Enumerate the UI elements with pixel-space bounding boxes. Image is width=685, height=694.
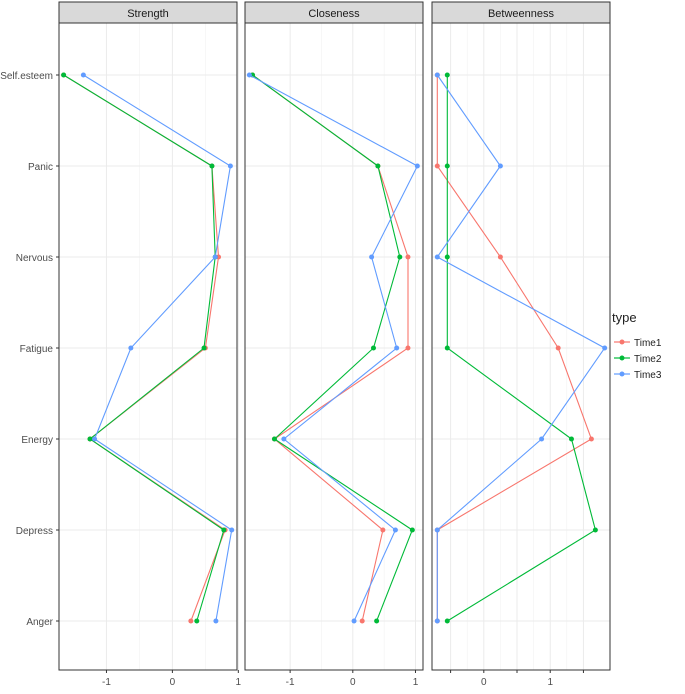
data-point-time3	[434, 618, 440, 624]
data-point-time2	[568, 436, 574, 442]
x-tick-label: -1	[286, 677, 295, 688]
panel-border	[431, 22, 611, 671]
legend-key-point	[619, 355, 625, 361]
panel-closeness: Closeness -1 0 1	[244, 1, 424, 688]
data-point-time3	[229, 527, 235, 533]
y-tick-label: Nervous	[16, 253, 53, 264]
x-tick-label: 0	[481, 677, 487, 688]
data-point-time2	[444, 72, 450, 78]
data-point-time2	[397, 254, 403, 260]
data-point-time3	[369, 254, 375, 260]
data-point-time3	[539, 436, 545, 442]
data-point-time1	[588, 436, 594, 442]
data-point-time3	[213, 618, 219, 624]
data-point-time3	[80, 72, 86, 78]
legend-key-point	[619, 371, 625, 377]
legend-label-time1: Time1	[634, 338, 662, 349]
x-tick-label: 0	[350, 677, 356, 688]
data-point-time1	[405, 345, 411, 351]
data-point-time2	[409, 527, 415, 533]
data-point-time1	[405, 254, 411, 260]
panel-border	[244, 22, 424, 671]
x-tick-label: 1	[236, 677, 242, 688]
plot-area	[245, 23, 423, 670]
y-tick-label: Panic	[28, 162, 53, 173]
data-point-time2	[271, 436, 277, 442]
facet-label: Betweenness	[488, 8, 555, 20]
facet-label: Strength	[127, 8, 169, 20]
panel-strength: Strength -1 0 1	[58, 1, 242, 688]
data-point-time2	[221, 527, 227, 533]
plot-area	[432, 23, 610, 670]
data-point-time3	[227, 163, 233, 169]
data-point-time2	[592, 527, 598, 533]
data-point-time3	[434, 254, 440, 260]
data-point-time1	[434, 163, 440, 169]
data-point-time3	[434, 72, 440, 78]
data-point-time2	[444, 618, 450, 624]
data-point-time3	[414, 163, 420, 169]
data-point-time3	[497, 163, 503, 169]
panel-border	[58, 22, 238, 671]
data-point-time3	[92, 436, 98, 442]
data-point-time2	[201, 345, 207, 351]
data-point-time3	[602, 345, 608, 351]
data-point-time3	[128, 345, 134, 351]
panels-layer: Strength -1 0 1 Closeness -1 0 1 Betweenness 0 1	[58, 1, 611, 688]
data-point-time2	[87, 436, 93, 442]
y-axis: Self.esteem Panic Nervous Fatigue Energy Depr…	[0, 71, 59, 628]
data-point-time3	[281, 436, 287, 442]
data-point-time2	[375, 163, 381, 169]
data-point-time3	[246, 72, 252, 78]
legend: type Time1 Time2 Time3	[612, 310, 662, 381]
data-point-time2	[374, 618, 380, 624]
data-point-time2	[370, 345, 376, 351]
y-tick-label: Depress	[16, 526, 53, 537]
data-point-time3	[394, 345, 400, 351]
x-tick-label: 1	[413, 677, 419, 688]
plot-area	[59, 23, 237, 670]
y-tick-label: Anger	[26, 617, 53, 628]
legend-label-time2: Time2	[634, 354, 662, 365]
data-point-time3	[351, 618, 357, 624]
panel-betweenness: Betweenness 0 1	[431, 1, 611, 688]
data-point-time2	[61, 72, 67, 78]
data-point-time1	[188, 618, 194, 624]
data-point-time2	[444, 163, 450, 169]
x-tick-label: -1	[102, 677, 111, 688]
y-tick-label: Fatigue	[20, 344, 54, 355]
data-point-time2	[209, 163, 215, 169]
legend-key-point	[619, 339, 625, 345]
x-tick-label: 1	[547, 677, 553, 688]
data-point-time3	[392, 527, 398, 533]
legend-label-time3: Time3	[634, 370, 662, 381]
legend-title: type	[612, 310, 637, 325]
data-point-time2	[194, 618, 200, 624]
data-point-time2	[444, 254, 450, 260]
x-tick-label: 0	[170, 677, 176, 688]
data-point-time1	[497, 254, 503, 260]
y-tick-label: Self.esteem	[0, 71, 53, 82]
data-point-time2	[444, 345, 450, 351]
data-point-time3	[212, 254, 218, 260]
data-point-time1	[359, 618, 365, 624]
facet-label: Closeness	[308, 8, 360, 20]
data-point-time1	[555, 345, 561, 351]
data-point-time1	[380, 527, 386, 533]
y-tick-label: Energy	[21, 435, 53, 446]
data-point-time3	[434, 527, 440, 533]
